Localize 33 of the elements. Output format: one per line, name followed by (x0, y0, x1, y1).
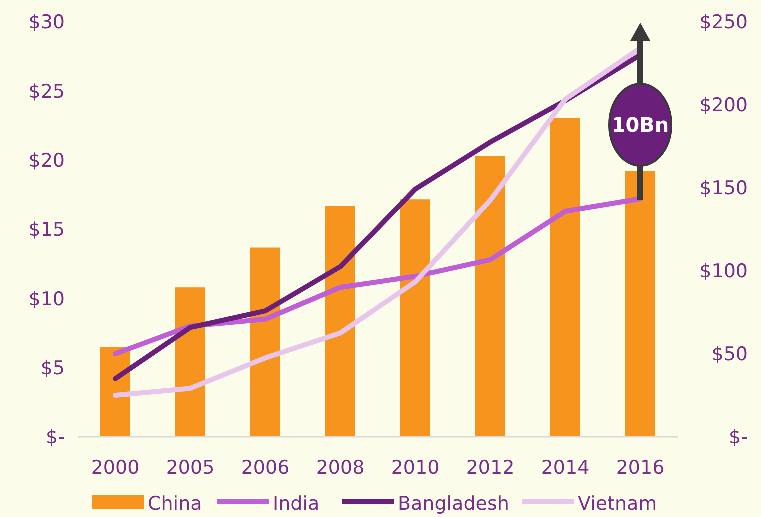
x-tick-label: 2010 (391, 457, 440, 479)
y2-tick-label: $200 (700, 94, 748, 117)
x-tick-label: 2006 (241, 457, 290, 479)
x-tick-label: 2014 (541, 457, 590, 479)
bar (550, 118, 580, 437)
y-tick-label: $- (46, 426, 65, 449)
y-tick-label: $30 (28, 12, 65, 34)
y-tick-label: $20 (28, 150, 65, 172)
legend-label: China (148, 493, 202, 515)
y-tick-label: $15 (28, 219, 65, 242)
bar (626, 171, 656, 437)
x-tick-label: 2008 (316, 457, 365, 479)
y2-tick-label: $250 (700, 12, 748, 34)
legend-label: Bangladesh (398, 493, 510, 515)
y2-tick-label: $150 (700, 178, 748, 200)
bar (400, 200, 430, 437)
y2-tick-label: $50 (712, 344, 748, 366)
y-tick-label: $25 (28, 80, 65, 103)
x-tick-label: 2012 (466, 457, 515, 479)
bar (176, 288, 206, 437)
y-tick-label: $5 (40, 357, 65, 380)
legend-label: India (273, 493, 320, 515)
bar (250, 248, 280, 437)
x-tick-label: 2000 (91, 457, 140, 479)
x-tick-label: 2005 (166, 457, 215, 479)
y2-tick-label: $- (729, 426, 748, 449)
annotation: 10Bn (612, 113, 670, 137)
bar (476, 156, 506, 437)
x-tick-label: 2016 (616, 457, 665, 479)
legend-label: Vietnam (578, 493, 658, 515)
y2-tick-label: $100 (700, 260, 748, 283)
y-tick-label: $10 (28, 288, 65, 310)
bar (326, 206, 356, 437)
